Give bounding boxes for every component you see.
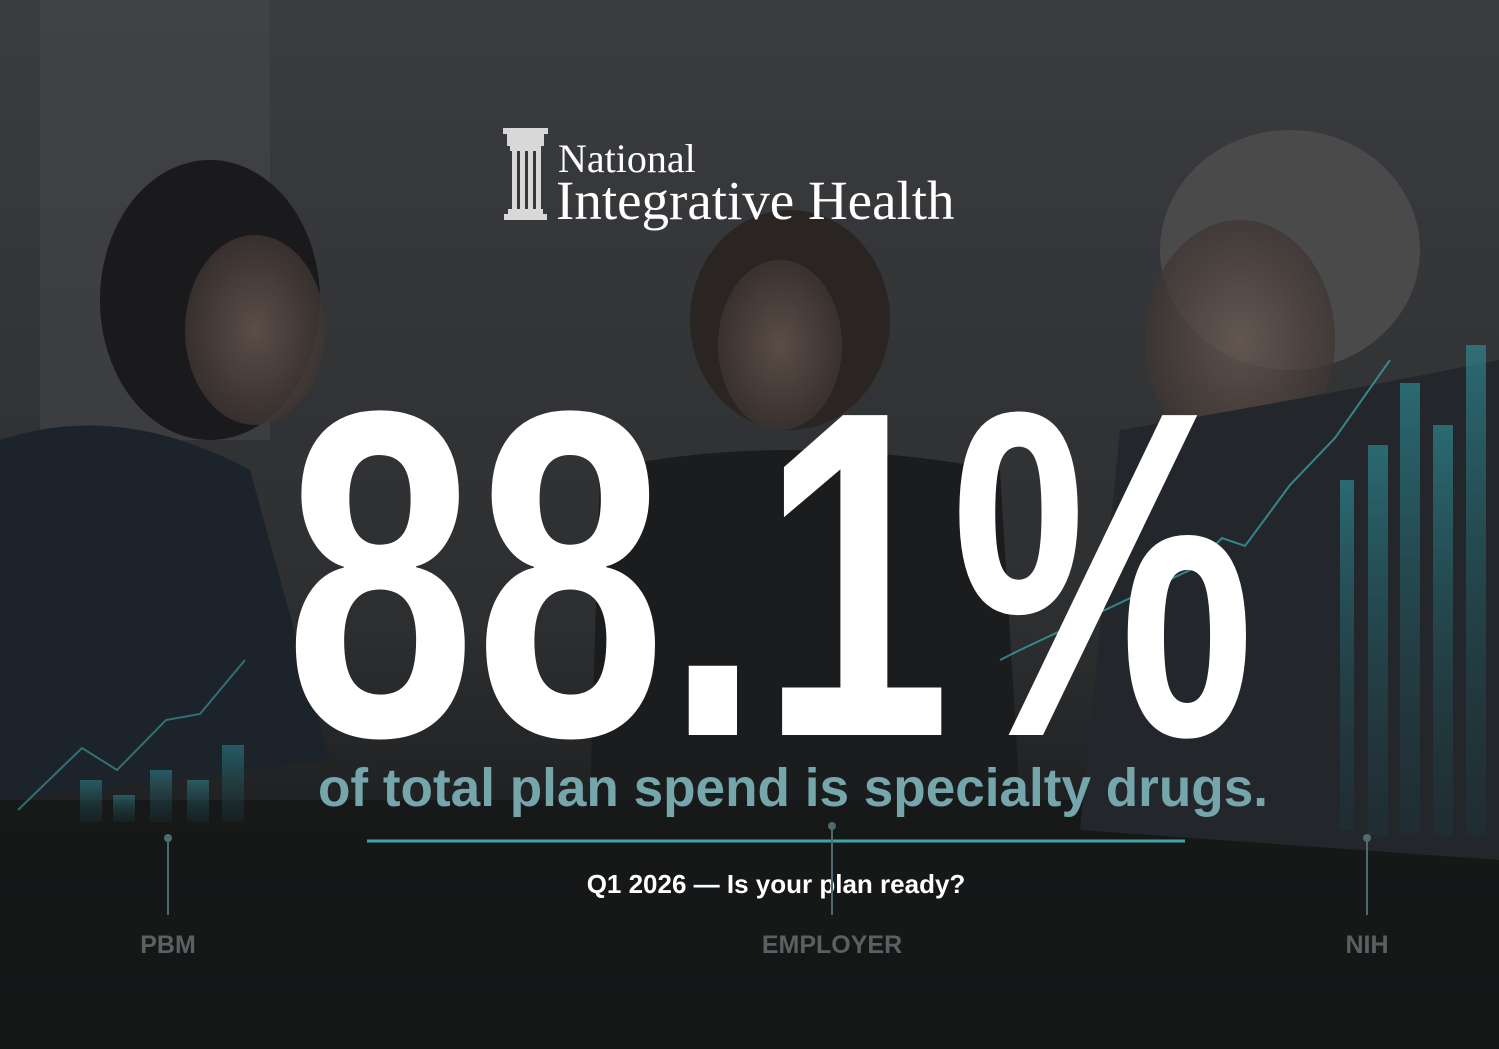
person-body	[1080, 360, 1499, 860]
person-face	[718, 260, 842, 430]
label-dots	[164, 822, 1371, 842]
tagline: Q1 2026 — Is your plan ready?	[587, 869, 966, 899]
decor-bar	[222, 745, 244, 822]
decor-bar	[1400, 383, 1420, 833]
decor-chart-left	[17, 659, 246, 822]
decor-bar	[80, 780, 102, 822]
label-connectors	[167, 826, 1368, 915]
decor-line	[17, 659, 246, 811]
person-face	[185, 235, 325, 425]
person-face	[1145, 220, 1335, 460]
subheadline: of total plan spend is specialty drugs.	[318, 758, 1268, 818]
decor-bar	[187, 780, 209, 822]
logo-icon	[503, 128, 548, 220]
person-body	[590, 450, 1020, 800]
decor-bar	[1368, 445, 1388, 835]
decor-bar	[1466, 345, 1486, 835]
decor-bar	[113, 795, 135, 822]
decor-bar	[150, 770, 172, 822]
decor-bar	[1340, 480, 1354, 830]
decor-bar	[1433, 425, 1453, 835]
label: EMPLOYER	[762, 931, 902, 959]
label: NIH	[1345, 931, 1388, 959]
person-body	[0, 425, 330, 800]
decor-line	[999, 359, 1391, 661]
headline: 88.1%	[285, 314, 1255, 834]
logo-line1: National	[558, 136, 696, 181]
decor-chart-right	[999, 345, 1486, 835]
logo-line2: Integrative Health	[556, 170, 955, 231]
label: PBM	[140, 931, 196, 959]
